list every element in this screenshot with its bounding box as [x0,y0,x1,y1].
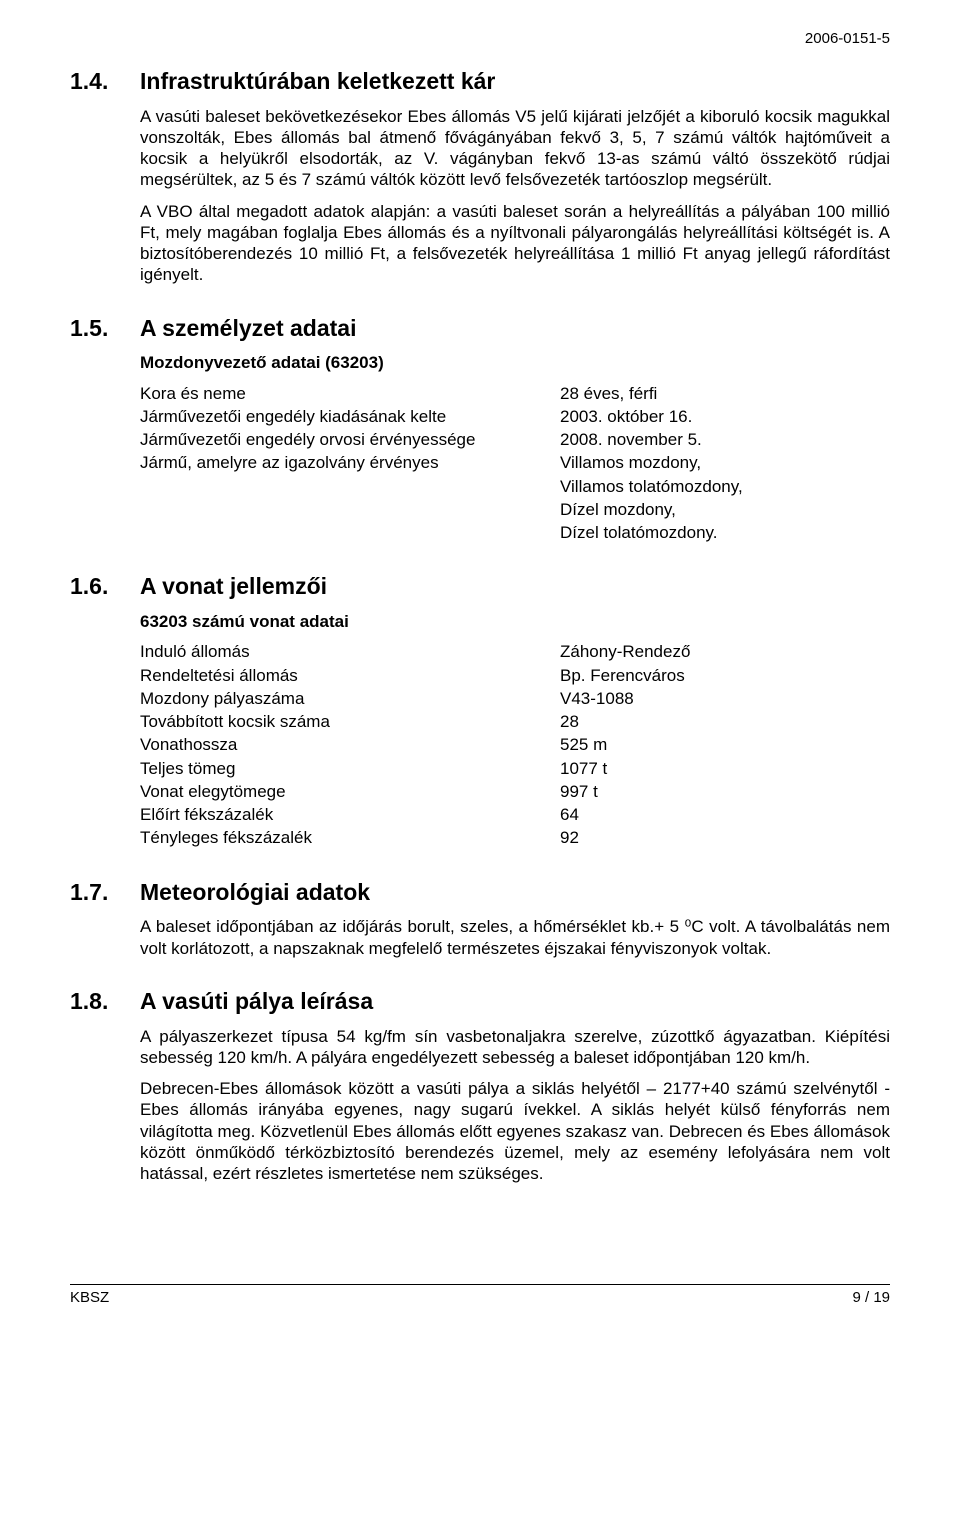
row-key: Vonathossza [140,733,560,756]
document-id: 2006-0151-5 [70,30,890,49]
section-1-8: 1.8. A vasúti pálya leírása A pályaszerk… [70,987,890,1195]
table-row: Vonathossza525 m [140,733,890,756]
page-number: 9 / 19 [852,1289,890,1308]
table-row: Induló állomásZáhony-Rendező [140,640,890,663]
paragraph: A baleset időpontjában az időjárás borul… [140,916,890,959]
row-value: Dízel mozdony, [560,498,890,521]
table-row: Dízel mozdony, [140,498,890,521]
paragraph: A VBO által megadott adatok alapján: a v… [140,201,890,286]
section-number: 1.8. [70,987,140,1195]
section-title: Infrastruktúrában keletkezett kár [140,67,890,96]
row-key [140,475,560,498]
section-number: 1.4. [70,67,140,296]
table-row: Tényleges fékszázalék92 [140,826,890,849]
row-key [140,498,560,521]
row-key: Induló állomás [140,640,560,663]
train-data-table: Induló állomásZáhony-RendezőRendeltetési… [140,640,890,849]
row-value: 997 t [560,780,890,803]
subsection-title: 63203 számú vonat adatai [140,611,890,632]
section-title: A vasúti pálya leírása [140,987,890,1016]
table-row: Járművezetői engedély kiadásának kelte20… [140,405,890,428]
paragraph: A vasúti baleset bekövetkezésekor Ebes á… [140,106,890,191]
row-value: 28 éves, férfi [560,382,890,405]
section-title: Meteorológiai adatok [140,878,890,907]
row-key: Kora és neme [140,382,560,405]
table-row: Mozdony pályaszámaV43-1088 [140,687,890,710]
row-value: Dízel tolatómozdony. [560,521,890,544]
table-row: Járművezetői engedély orvosi érvényesség… [140,428,890,451]
row-value: 92 [560,826,890,849]
section-1-5: 1.5. A személyzet adatai Mozdonyvezető a… [70,314,890,555]
page-footer: KBSZ 9 / 19 [70,1285,890,1308]
row-value: V43-1088 [560,687,890,710]
section-1-7: 1.7. Meteorológiai adatok A baleset időp… [70,878,890,969]
row-value: Villamos mozdony, [560,451,890,474]
row-value: 525 m [560,733,890,756]
row-key [140,521,560,544]
section-number: 1.5. [70,314,140,555]
section-title: A személyzet adatai [140,314,890,343]
row-value: Villamos tolatómozdony, [560,475,890,498]
table-row: Előírt fékszázalék64 [140,803,890,826]
table-row: Kora és neme28 éves, férfi [140,382,890,405]
section-1-6: 1.6. A vonat jellemzői 63203 számú vonat… [70,572,890,859]
row-key: Vonat elegytömege [140,780,560,803]
table-row: Teljes tömeg1077 t [140,757,890,780]
table-row: Jármű, amelyre az igazolvány érvényesVil… [140,451,890,474]
row-key: Tényleges fékszázalék [140,826,560,849]
row-key: Járművezetői engedély orvosi érvényesség… [140,428,560,451]
row-key: Továbbított kocsik száma [140,710,560,733]
row-key: Jármű, amelyre az igazolvány érvényes [140,451,560,474]
personnel-table: Kora és neme28 éves, férfiJárművezetői e… [140,382,890,545]
table-row: Továbbított kocsik száma28 [140,710,890,733]
row-value: Bp. Ferencváros [560,664,890,687]
row-value: 1077 t [560,757,890,780]
row-value: 28 [560,710,890,733]
subsection-title: Mozdonyvezető adatai (63203) [140,352,890,373]
row-key: Rendeltetési állomás [140,664,560,687]
table-row: Villamos tolatómozdony, [140,475,890,498]
table-row: Dízel tolatómozdony. [140,521,890,544]
section-number: 1.6. [70,572,140,859]
table-row: Rendeltetési állomásBp. Ferencváros [140,664,890,687]
row-key: Járművezetői engedély kiadásának kelte [140,405,560,428]
section-number: 1.7. [70,878,140,969]
row-value: Záhony-Rendező [560,640,890,663]
section-1-4: 1.4. Infrastruktúrában keletkezett kár A… [70,67,890,296]
row-key: Mozdony pályaszáma [140,687,560,710]
paragraph: Debrecen-Ebes állomások között a vasúti … [140,1078,890,1184]
row-value: 64 [560,803,890,826]
table-row: Vonat elegytömege997 t [140,780,890,803]
paragraph: A pályaszerkezet típusa 54 kg/fm sín vas… [140,1026,890,1069]
section-title: A vonat jellemzői [140,572,890,601]
row-value: 2003. október 16. [560,405,890,428]
row-key: Előírt fékszázalék [140,803,560,826]
row-key: Teljes tömeg [140,757,560,780]
row-value: 2008. november 5. [560,428,890,451]
footer-org: KBSZ [70,1289,109,1308]
